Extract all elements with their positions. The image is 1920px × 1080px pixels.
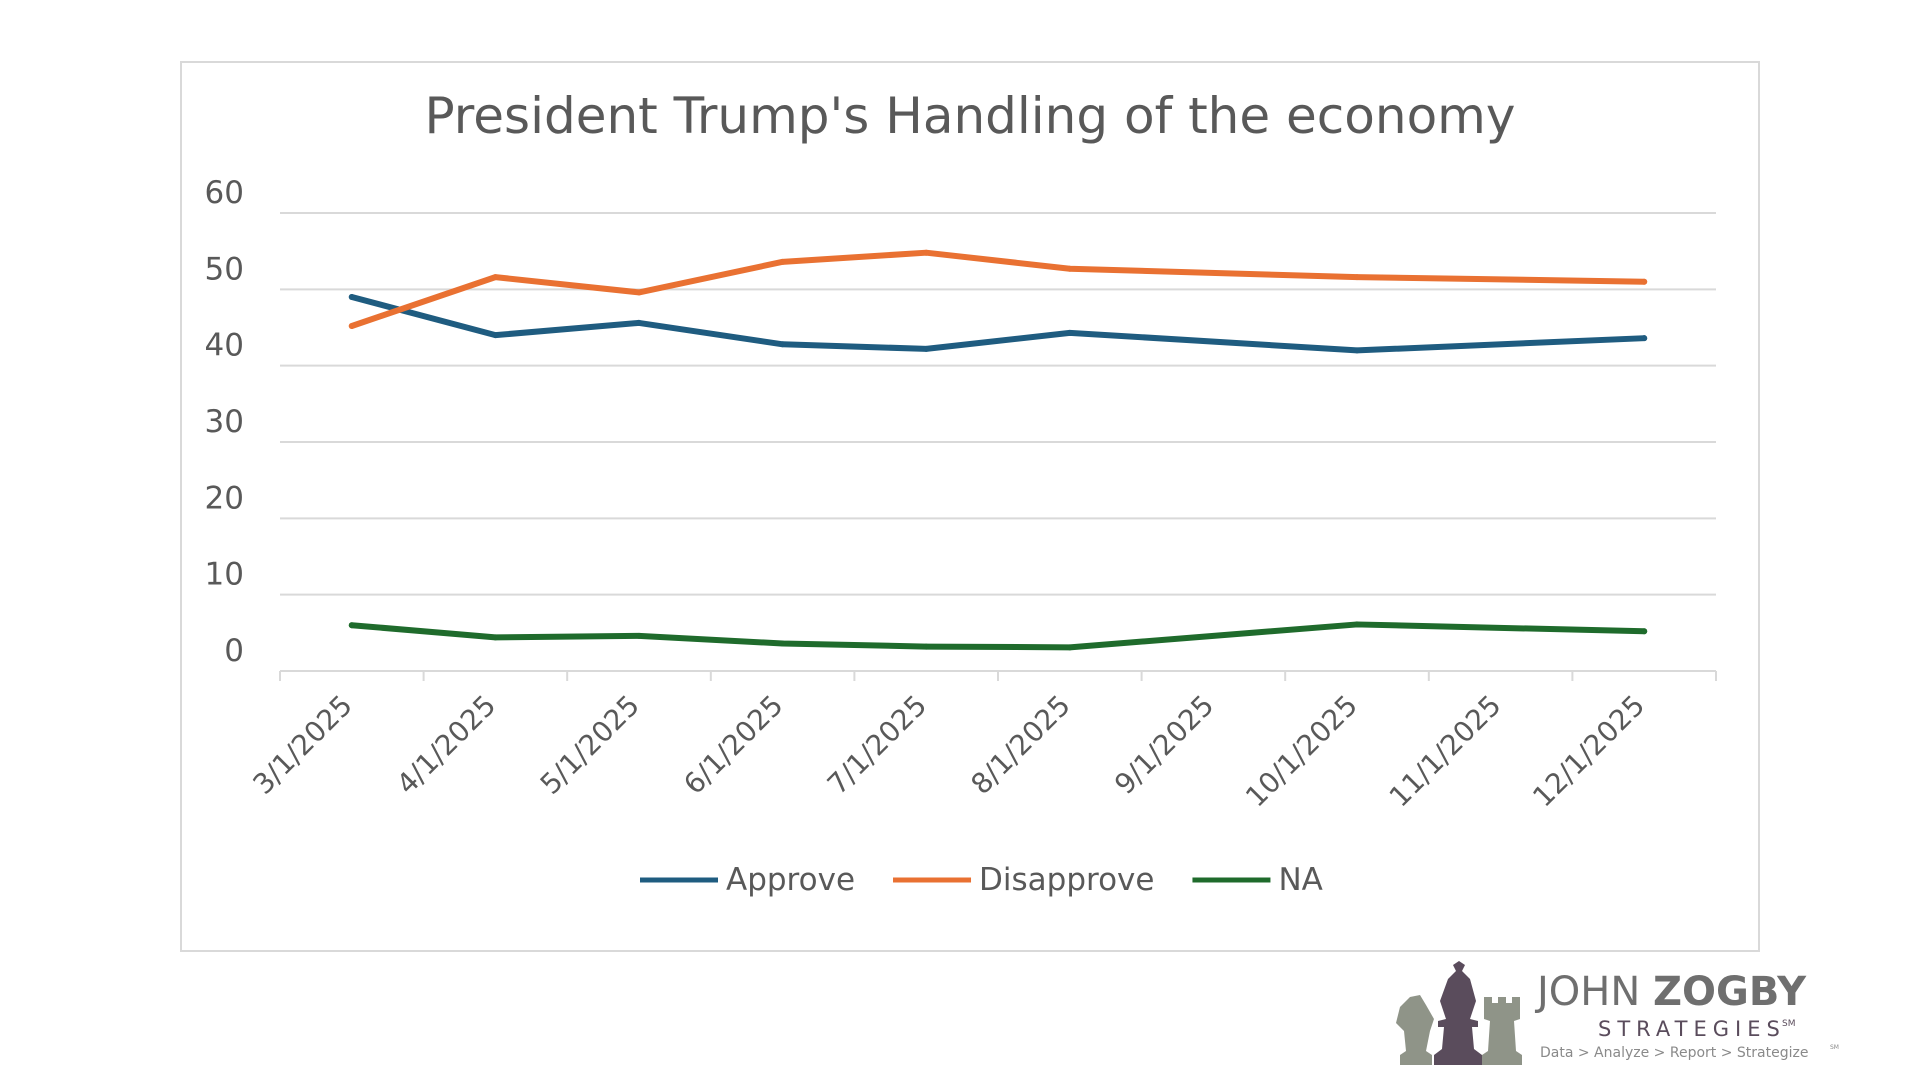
legend-label-disapprove: Disapprove — [979, 862, 1154, 898]
data-point-disapprove — [492, 274, 499, 281]
y-tick-label: 20 — [205, 480, 244, 516]
data-point-na — [636, 632, 642, 639]
data-point-disapprove — [779, 258, 786, 265]
y-tick-label: 10 — [205, 557, 244, 593]
data-point-approve — [348, 293, 355, 300]
legend: Approve Disapprove NA — [640, 862, 1323, 898]
series-line-disapprove — [348, 249, 1648, 329]
series-line-approve — [348, 293, 1648, 354]
y-axis: 0 10 20 30 40 50 60 — [205, 175, 244, 669]
legend-label-approve: Approve — [726, 862, 855, 898]
data-point-disapprove — [1354, 274, 1360, 281]
x-tick-label: 4/1/2025 — [390, 689, 502, 801]
y-tick-label: 50 — [205, 251, 244, 287]
logo-name-first: JOHN — [1534, 969, 1640, 1015]
logo-tagline-mark: SM — [1830, 1044, 1839, 1051]
data-point-na — [779, 640, 786, 647]
data-point-disapprove — [923, 249, 930, 256]
data-point-na — [348, 622, 355, 629]
data-point-disapprove — [348, 322, 355, 329]
x-tick-label: 10/1/2025 — [1239, 689, 1364, 814]
data-point-disapprove — [1066, 265, 1073, 272]
y-tick-label: 0 — [224, 633, 244, 669]
data-point-approve — [1641, 335, 1648, 342]
data-point-approve — [636, 319, 642, 326]
data-point-na — [1066, 644, 1073, 651]
data-point-na — [1354, 621, 1360, 628]
chess-pieces-icon — [1396, 961, 1522, 1065]
x-tick-label: 3/1/2025 — [246, 689, 358, 801]
x-tick-label: 8/1/2025 — [964, 689, 1076, 801]
data-point-approve — [923, 345, 930, 352]
y-tick-label: 60 — [205, 175, 244, 211]
company-logo: JOHN ZOGBY STRATEGIES SM Data > Analyze … — [1396, 961, 1839, 1065]
data-point-na — [1641, 628, 1648, 635]
x-tick-label: 12/1/2025 — [1526, 689, 1651, 814]
data-point-na — [492, 634, 499, 641]
data-point-approve — [1354, 347, 1360, 354]
logo-subtitle: STRATEGIES — [1598, 1017, 1786, 1041]
series-line-na — [348, 621, 1648, 651]
logo-tagline: Data > Analyze > Report > Strategize — [1540, 1045, 1808, 1061]
chart-title: President Trump's Handling of the econom… — [425, 87, 1516, 145]
x-tick-label: 7/1/2025 — [821, 689, 933, 801]
chart-frame: President Trump's Handling of the econom… — [180, 61, 1760, 952]
gridlines — [280, 212, 1716, 596]
legend-label-na: NA — [1278, 862, 1322, 898]
x-tick-label: 5/1/2025 — [534, 689, 646, 801]
x-tick-label: 9/1/2025 — [1108, 689, 1220, 801]
x-tick-label: 11/1/2025 — [1383, 689, 1508, 814]
logo-name-last: ZOGBY — [1653, 969, 1807, 1015]
data-point-approve — [492, 332, 499, 339]
data-point-disapprove — [1641, 278, 1648, 285]
data-point-approve — [779, 341, 786, 348]
logo-service-mark: SM — [1782, 1019, 1795, 1029]
y-tick-label: 30 — [205, 404, 244, 440]
data-point-approve — [1066, 329, 1073, 336]
series-lines — [348, 249, 1648, 651]
x-axis: 3/1/2025 4/1/2025 5/1/2025 6/1/2025 7/1/2025… — [246, 670, 1717, 814]
y-tick-label: 40 — [205, 328, 244, 364]
line-chart: President Trump's Handling of the econom… — [205, 87, 1717, 898]
data-point-na — [923, 643, 930, 650]
data-point-disapprove — [636, 289, 642, 296]
x-tick-label: 6/1/2025 — [677, 689, 789, 801]
